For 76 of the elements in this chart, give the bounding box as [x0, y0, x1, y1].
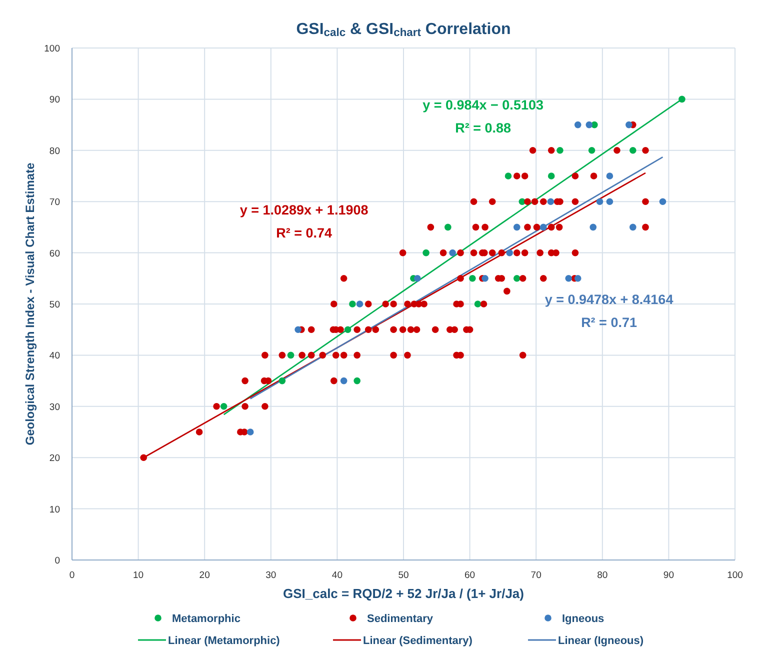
x-tick-label: 20 [199, 570, 210, 581]
point [547, 198, 554, 205]
x-axis-title: GSI_calc = RQD/2 + 52 Jr/Ja / (1+ Jr/Ja) [282, 586, 524, 601]
y-tick-label: 80 [49, 146, 60, 157]
annotation: R² = 0.71 [581, 315, 638, 330]
y-tick-label: 90 [49, 94, 60, 106]
y-tick-label: 100 [44, 44, 60, 54]
x-tick-label: 30 [266, 570, 276, 581]
point [630, 147, 636, 154]
point [678, 96, 686, 103]
y-tick-label: 40 [49, 350, 60, 362]
x-tick-label: 90 [663, 570, 674, 581]
annotation: R² = 0.74 [276, 225, 332, 240]
y-tick-label: 30 [49, 402, 60, 413]
point [349, 300, 356, 308]
point [574, 121, 582, 128]
point [220, 403, 228, 410]
point [630, 224, 636, 231]
point [422, 249, 430, 256]
legend-label: Linear (Sedimentary) [363, 635, 473, 647]
chart-title: GSI$_{calc}$ & GSI$_{chart}$ Correlation [296, 21, 511, 39]
legend-label: Linear (Metamorphic) [168, 635, 280, 647]
annotation: R² = 0.88 [455, 120, 512, 136]
point [504, 172, 512, 180]
point [565, 275, 572, 282]
x-tick-label: 80 [597, 570, 608, 581]
legend-label: Igneous [562, 613, 604, 625]
point [354, 377, 360, 384]
legend-label: Metamorphic [172, 613, 240, 625]
point [340, 377, 348, 384]
point [588, 147, 596, 154]
point [344, 326, 352, 333]
y-tick-label: 70 [49, 197, 60, 208]
point [586, 121, 593, 128]
point [548, 172, 555, 180]
y-tick-label: 10 [49, 504, 60, 516]
point [444, 224, 452, 231]
x-tick-label: 60 [464, 570, 476, 581]
point [278, 377, 286, 384]
point [482, 275, 488, 282]
annotation: y = 0.9478x + 8.4164 [544, 292, 674, 307]
point [590, 224, 597, 231]
point [540, 224, 547, 231]
point [659, 198, 666, 205]
point [449, 249, 456, 256]
point [506, 249, 513, 256]
point [356, 300, 364, 308]
annotation: y = 1.0289x + 1.1908 [240, 202, 369, 218]
point [474, 300, 482, 308]
x-tick-label: 40 [332, 570, 342, 581]
x-tick-label: 70 [530, 570, 542, 581]
point [574, 275, 582, 282]
y-tick-label: 20 [49, 453, 60, 464]
y-tick-label: 0 [54, 556, 60, 566]
point [513, 275, 520, 282]
point [513, 224, 520, 231]
annotation: y = 0.984x − 0.5103 [422, 97, 544, 112]
x-tick-label: 100 [727, 570, 743, 581]
y-axis-title: Geological Strength Index - Visual Chart Estimate [23, 162, 37, 446]
legend-label: Sedimentary [367, 613, 434, 625]
point [414, 275, 421, 282]
point [246, 428, 254, 436]
point [294, 326, 302, 333]
y-tick-label: 60 [49, 248, 60, 260]
legend-label: Linear (Igneous) [558, 635, 644, 647]
point [606, 172, 614, 180]
x-tick-label: 10 [133, 570, 144, 581]
point [469, 275, 476, 282]
y-tick-label: 50 [49, 300, 60, 310]
point [556, 147, 564, 154]
point [606, 198, 614, 205]
x-tick-label: 0 [69, 570, 75, 581]
point [626, 121, 632, 128]
point [287, 352, 294, 359]
x-tick-label: 50 [398, 570, 409, 581]
point [596, 198, 604, 205]
